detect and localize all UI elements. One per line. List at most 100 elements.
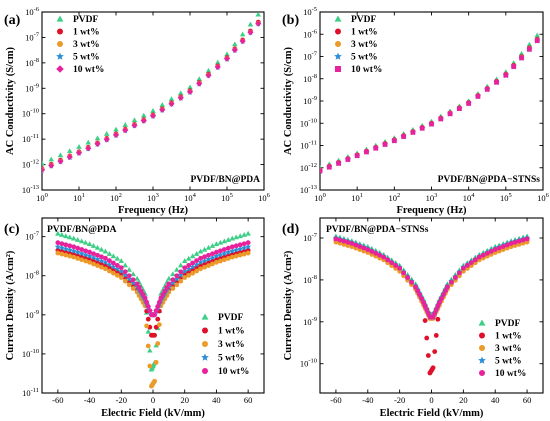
data-point-1-wt — [435, 316, 441, 322]
data-point-pvdf — [189, 253, 196, 259]
data-point-10-wt — [433, 307, 439, 313]
y-tick-label: 10-9 — [303, 316, 317, 327]
data-point-10-wt — [75, 245, 81, 251]
data-point-pvdf — [255, 12, 262, 17]
data-point-10-wt — [94, 140, 101, 147]
data-point-pvdf — [103, 131, 110, 136]
data-point-10-wt — [170, 277, 176, 283]
data-point-10-wt — [425, 310, 431, 316]
x-tick-label: 105 — [221, 192, 233, 203]
data-point-10-wt — [231, 46, 238, 53]
data-point-1-wt — [152, 332, 157, 338]
data-point-5-wt — [209, 254, 216, 261]
data-point-pvdf — [217, 239, 224, 245]
data-point-5-wt — [225, 248, 232, 255]
data-point-pvdf — [57, 152, 64, 158]
data-point-5-wt — [173, 275, 180, 282]
data-point-10-wt — [118, 265, 124, 271]
data-point-10-wt — [164, 284, 170, 290]
legend-marker — [202, 368, 208, 374]
legend-entry: PVDF — [218, 313, 244, 323]
data-point-10-wt — [103, 136, 110, 143]
data-point-3-wt — [63, 252, 69, 258]
data-point-3-wt — [75, 256, 81, 261]
data-point-3-wt — [152, 378, 157, 384]
data-point-10-wt — [168, 100, 175, 107]
data-point-5-wt — [197, 259, 204, 265]
data-point-5-wt — [82, 251, 89, 258]
panel-label: (b) — [282, 13, 299, 28]
data-point-10-wt — [48, 162, 55, 169]
data-point-pvdf — [59, 232, 65, 237]
data-point-3-wt — [198, 266, 203, 272]
data-point-10-wt — [437, 300, 442, 305]
x-tick-label: 0 — [429, 395, 433, 405]
data-point-10-wt — [182, 265, 188, 271]
data-point-10-wt — [91, 251, 96, 257]
data-point-10-wt — [484, 86, 490, 92]
data-point-10-wt — [55, 240, 61, 246]
data-point-10-wt — [140, 117, 147, 124]
data-point-10-wt — [488, 249, 494, 254]
data-point-pvdf — [185, 255, 192, 261]
data-point-10-wt — [373, 250, 379, 256]
data-point-5-wt — [221, 250, 228, 257]
panel-subtitle: PVDF/BN@PDA−STNSs — [438, 175, 541, 185]
data-point-10-wt — [217, 248, 223, 254]
data-point-10-wt — [492, 247, 498, 252]
data-point-3-wt — [155, 341, 161, 346]
legend-marker — [479, 370, 485, 376]
data-point-5-wt — [189, 263, 196, 270]
data-point-10-wt — [186, 262, 192, 268]
data-point-pvdf — [131, 117, 138, 123]
data-point-3-wt — [87, 259, 92, 265]
data-point-10-wt — [401, 134, 407, 139]
data-point-1-wt — [155, 316, 161, 322]
data-point-10-wt — [456, 270, 462, 276]
data-point-10-wt — [237, 242, 243, 248]
data-point-3-wt — [221, 257, 227, 263]
data-point-10-wt — [66, 154, 73, 161]
data-point-5-wt — [241, 244, 248, 251]
data-point-10-wt — [519, 55, 524, 61]
data-point-10-wt — [443, 288, 448, 294]
chart-panel-3: -60 -40 -20 0 20 40 60 10-10 10-9 10-8 10-7 Electri… — [282, 217, 544, 419]
data-point-3-wt — [114, 272, 120, 278]
data-point-10-wt — [361, 245, 367, 251]
data-point-10-wt — [369, 249, 375, 254]
data-point-pvdf — [74, 237, 81, 242]
x-tick-label: 105 — [500, 192, 512, 203]
data-point-3-wt — [145, 343, 151, 349]
data-point-5-wt — [245, 243, 252, 250]
y-tick-label: 10-7 — [303, 232, 318, 243]
data-point-5-wt — [169, 279, 176, 286]
data-point-10-wt — [247, 29, 254, 36]
data-point-5-wt — [130, 279, 137, 286]
legend-entry: 5 wt% — [218, 354, 245, 364]
data-point-10-wt — [126, 273, 132, 279]
legend-entry: 1 wt% — [73, 28, 100, 38]
data-point-pvdf — [177, 90, 184, 96]
data-point-10-wt — [410, 129, 416, 135]
y-tick-label: 10-8 — [303, 73, 317, 84]
x-tick-label: 103 — [147, 192, 159, 203]
data-point-10-wt — [516, 238, 522, 244]
data-point-10-wt — [140, 292, 146, 297]
data-point-10-wt — [214, 64, 221, 71]
legend-entry: 1 wt% — [218, 327, 245, 337]
data-layer — [332, 233, 531, 376]
data-point-3-wt — [59, 251, 65, 257]
x-tick-label: 60 — [244, 395, 253, 405]
data-point-3-wt — [233, 253, 239, 259]
data-point-10-wt — [526, 46, 532, 52]
data-point-1-wt — [430, 365, 436, 371]
data-point-10-wt — [103, 255, 108, 261]
data-point-10-wt — [63, 242, 69, 248]
data-point-pvdf — [239, 31, 246, 37]
chart-panel-0: 100 101 102 103 104 105 106 10-13 10-12 10-11 10-1… — [4, 6, 271, 216]
data-point-10-wt — [468, 260, 474, 266]
y-tick-label: 10-8 — [25, 57, 39, 68]
data-point-3-wt — [174, 282, 180, 288]
data-point-pvdf — [147, 347, 153, 353]
